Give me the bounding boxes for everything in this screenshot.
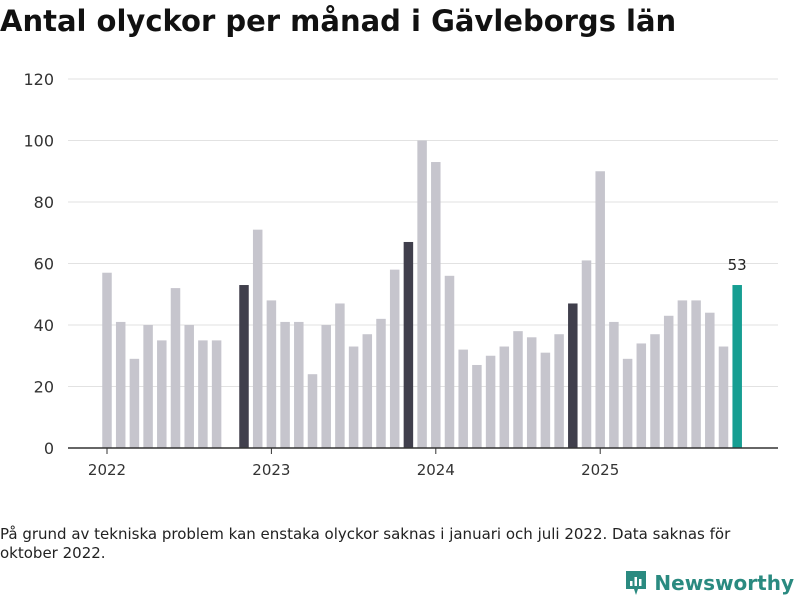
bar-2022-04 — [143, 325, 153, 448]
labels: 0 20 40 60 80 100 120 53 2022 2023 2024 2025 — [23, 70, 746, 479]
bar-2022-05 — [157, 340, 167, 448]
bar-2024-03 — [458, 349, 468, 448]
y-tick-label: 80 — [34, 193, 54, 212]
bar-2025-06 — [663, 315, 674, 448]
y-tick-label: 40 — [34, 316, 54, 335]
bar-2022-12 — [252, 229, 263, 448]
bar-2023-05 — [321, 325, 331, 448]
bar-2023-11 — [403, 241, 414, 448]
bar-2022-01 — [102, 272, 112, 448]
bar-2022-02 — [115, 321, 126, 448]
bar-2023-02 — [280, 321, 290, 448]
bar-2025-03 — [622, 358, 633, 448]
bar-2022-08 — [198, 340, 208, 448]
y-tick-label: 120 — [23, 70, 54, 89]
bar-2022-09 — [211, 340, 222, 448]
y-tick-label: 0 — [44, 439, 54, 458]
bar-2024-01 — [431, 162, 441, 448]
y-tick-label: 20 — [34, 378, 54, 397]
bar-2024-10 — [554, 334, 564, 448]
bar-2024-02 — [444, 275, 455, 448]
bar-2022-11 — [239, 285, 249, 448]
x-tick-label-2025: 2025 — [581, 461, 619, 479]
bar-2024-09 — [540, 352, 551, 448]
chart-title: Antal olyckor per månad i Gävleborgs län — [0, 4, 677, 38]
x-tick-label-2022: 2022 — [88, 461, 126, 479]
bar-2025-09 — [705, 312, 715, 448]
bar-2023-03 — [294, 321, 304, 448]
brand-logo: Newsworthy — [624, 569, 794, 597]
bars — [102, 140, 742, 448]
brand-name: Newsworthy — [654, 571, 794, 595]
bar-chart: 0 20 40 60 80 100 120 53 2022 2023 2024 2025 — [23, 70, 778, 479]
bar-2025-02 — [609, 321, 619, 448]
bar-2023-08 — [362, 334, 373, 448]
bar-latest — [732, 285, 742, 448]
newsworthy-logo-icon — [626, 571, 647, 595]
bar-2023-10 — [389, 269, 400, 448]
bar-2023-01 — [266, 300, 277, 448]
bar-2023-04 — [307, 374, 318, 448]
bar-2024-07 — [513, 331, 523, 448]
bar-2025-07 — [677, 300, 688, 448]
bar-2025-04 — [636, 343, 647, 448]
x-tick-label-2024: 2024 — [417, 461, 455, 479]
x-tick-label-2023: 2023 — [252, 461, 290, 479]
bar-2024-06 — [499, 346, 510, 448]
bar-2025-05 — [650, 334, 660, 448]
bar-2024-11 — [568, 303, 578, 448]
bar-2025-10 — [718, 346, 729, 448]
bar-2024-12 — [581, 260, 592, 448]
bar-2023-07 — [348, 346, 359, 448]
axes — [68, 447, 778, 454]
bar-2023-12 — [417, 140, 427, 448]
bar-2022-06 — [170, 288, 181, 448]
bar-2023-06 — [335, 303, 345, 448]
bar-2024-04 — [472, 364, 482, 448]
y-tick-label: 100 — [23, 132, 54, 151]
bar-2023-09 — [376, 318, 386, 448]
bar-2024-08 — [526, 337, 537, 448]
bar-2022-07 — [184, 325, 194, 448]
bar-2024-05 — [485, 355, 496, 448]
bar-2025-08 — [691, 300, 701, 448]
bar-2022-03 — [129, 358, 140, 448]
bar-2025-01 — [595, 171, 605, 448]
footnote: På grund av tekniska problem kan enstaka… — [0, 525, 731, 562]
y-tick-label: 60 — [34, 255, 54, 274]
latest-value-label: 53 — [728, 256, 747, 274]
